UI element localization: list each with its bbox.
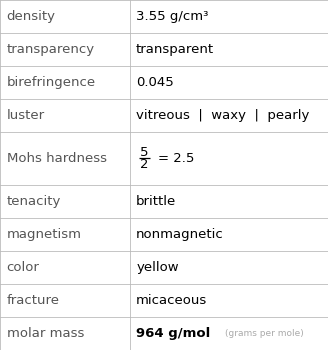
Text: density: density — [7, 10, 55, 23]
Text: 2: 2 — [140, 159, 149, 172]
Text: fracture: fracture — [7, 294, 60, 307]
Text: luster: luster — [7, 109, 45, 122]
Text: = 2.5: = 2.5 — [158, 152, 195, 165]
Text: color: color — [7, 261, 39, 274]
Text: 964 g/mol: 964 g/mol — [136, 327, 210, 340]
Text: (grams per mole): (grams per mole) — [225, 329, 303, 338]
Text: transparency: transparency — [7, 43, 95, 56]
Text: 0.045: 0.045 — [136, 76, 174, 89]
Text: 5: 5 — [140, 146, 149, 159]
Text: brittle: brittle — [136, 195, 176, 208]
Text: 3.55 g/cm³: 3.55 g/cm³ — [136, 10, 209, 23]
Text: molar mass: molar mass — [7, 327, 84, 340]
Text: Mohs hardness: Mohs hardness — [7, 152, 107, 165]
Text: vitreous  |  waxy  |  pearly: vitreous | waxy | pearly — [136, 109, 310, 122]
Text: yellow: yellow — [136, 261, 179, 274]
Text: birefringence: birefringence — [7, 76, 96, 89]
Text: nonmagnetic: nonmagnetic — [136, 228, 224, 241]
Text: transparent: transparent — [136, 43, 214, 56]
Text: tenacity: tenacity — [7, 195, 61, 208]
Text: magnetism: magnetism — [7, 228, 82, 241]
Text: micaceous: micaceous — [136, 294, 207, 307]
